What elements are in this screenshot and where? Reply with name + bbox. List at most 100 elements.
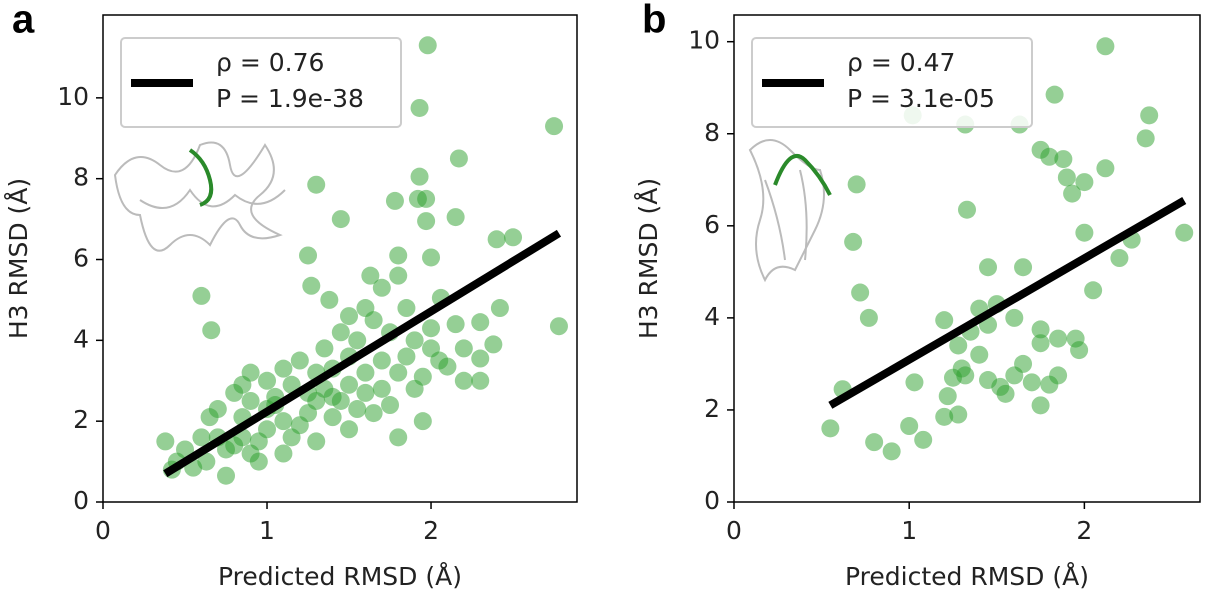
scatter-point: [410, 98, 429, 117]
scatter-point: [274, 359, 293, 378]
scatter-point: [1031, 396, 1050, 415]
scatter-point: [1054, 150, 1073, 169]
scatter-point: [413, 412, 432, 431]
scatter-point: [935, 407, 954, 426]
fit-line: [163, 229, 562, 478]
scatter-point: [938, 387, 957, 406]
scatter-point: [970, 345, 989, 364]
y-tick-label: 6: [73, 244, 89, 273]
scatter-point: [865, 433, 884, 452]
scatter-point: [905, 373, 924, 392]
scatter-point: [192, 428, 211, 447]
scatter-point: [241, 391, 260, 410]
scatter-point: [504, 228, 523, 247]
scatter-point: [389, 428, 408, 447]
y-axis-title: H3 RMSD (Å): [634, 178, 663, 339]
scatter-point: [408, 189, 427, 208]
panel-label: a: [12, 0, 35, 42]
scatter-point: [192, 286, 211, 305]
scatter-point: [1031, 334, 1050, 353]
scatter-point: [299, 246, 318, 265]
scatter-point: [1031, 320, 1050, 339]
y-tick-label: 0: [73, 486, 89, 515]
plot-frame: [102, 14, 578, 503]
scatter-point: [389, 266, 408, 285]
x-tick-label: 2: [423, 516, 439, 545]
scatter-point: [156, 432, 175, 451]
scatter-point: [1022, 373, 1041, 392]
scatter-point: [1045, 85, 1064, 104]
scatter-point: [1075, 173, 1094, 192]
scatter-point: [417, 212, 436, 231]
y-tick-label: 0: [704, 486, 720, 515]
scatter-point: [949, 336, 968, 355]
x-axis-title: Predicted RMSD (Å): [845, 562, 1089, 591]
scatter-point: [356, 383, 375, 402]
legend-box: [120, 37, 402, 128]
legend-box: [751, 37, 1033, 128]
scatter-point: [1040, 147, 1059, 166]
y-tick-label: 4: [704, 302, 720, 331]
x-axis-title: Predicted RMSD (Å): [218, 562, 462, 591]
scatter-point: [1140, 106, 1159, 125]
scatter-point: [882, 442, 901, 461]
panel: 0 1 2 0 2 4 6 8 10 Predicted RMSD (Å) H3 RMSD (Å) b…: [634, 0, 1201, 591]
scatter-point: [490, 299, 509, 318]
scatter-point: [364, 311, 383, 330]
scatter-point: [1063, 184, 1082, 203]
scatter-point: [258, 371, 277, 390]
scatter-point: [1070, 341, 1089, 360]
y-axis-title: H3 RMSD (Å): [4, 178, 33, 339]
scatter-point: [430, 351, 449, 370]
x-tick-label: 2: [1076, 516, 1092, 545]
scatter-point: [454, 339, 473, 358]
scatter-point: [307, 175, 326, 194]
scatter-point: [1084, 281, 1103, 300]
scatter-point: [315, 339, 334, 358]
x-tick-label: 0: [95, 516, 111, 545]
scatter-point: [323, 387, 342, 406]
scatter-point: [361, 266, 380, 285]
x-tick-label: 0: [726, 516, 742, 545]
scatter-point: [851, 283, 870, 302]
scatter-point: [258, 420, 277, 439]
y-tick-label: 4: [73, 324, 89, 353]
scatter-point: [422, 248, 441, 267]
scatter-point: [348, 400, 367, 419]
scatter-point: [471, 349, 490, 368]
scatter-point: [1014, 258, 1033, 277]
scatter-point: [200, 408, 219, 427]
scatter-point: [471, 371, 490, 390]
scatter-point: [320, 290, 339, 309]
scatter-point: [348, 331, 367, 350]
scatter-point: [372, 351, 391, 370]
scatter-point: [405, 379, 424, 398]
scatter-point: [372, 278, 391, 297]
scatter-point: [202, 321, 221, 340]
scatter-point: [549, 317, 568, 336]
scatter-point: [1049, 366, 1068, 385]
scatter-point: [487, 230, 506, 249]
scatter-point: [274, 412, 293, 431]
protein-illustration: [113, 139, 832, 283]
scatter-point: [844, 232, 863, 251]
scatter-point: [1110, 249, 1129, 268]
scatter-point: [1175, 223, 1194, 242]
scatter-point: [914, 430, 933, 449]
scatter-point: [1136, 129, 1155, 148]
scatter-point: [290, 351, 309, 370]
scatter-point: [405, 331, 424, 350]
scatter-point: [331, 323, 350, 342]
scatter-point: [484, 335, 503, 354]
y-tick-label: 10: [57, 82, 89, 111]
scatter-point: [900, 417, 919, 436]
scatter-point: [356, 363, 375, 382]
scatter-point: [389, 246, 408, 265]
scatter-point: [385, 191, 404, 210]
legend-label: P = 3.1e-05: [847, 84, 995, 113]
scatter-point: [1005, 308, 1024, 327]
scatter-point: [307, 432, 326, 451]
scatter-point: [449, 149, 468, 168]
plot-frame: [733, 14, 1201, 503]
